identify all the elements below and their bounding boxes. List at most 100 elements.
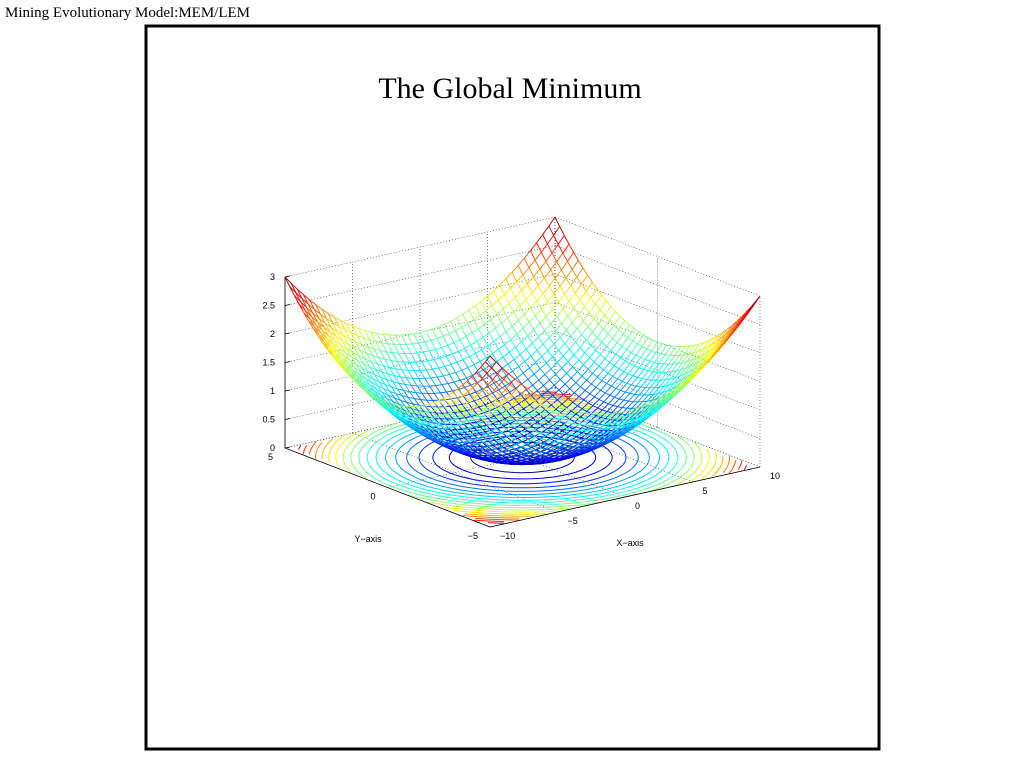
surface-mesh-line [595, 349, 601, 355]
surface-mesh-line [555, 420, 561, 427]
surface-mesh-line [370, 361, 378, 365]
surface-mesh-line [504, 441, 510, 445]
surface-mesh-line [477, 378, 483, 384]
surface-mesh-line [526, 458, 533, 461]
z-tick-label: 0 [270, 443, 275, 453]
surface-mesh-line [564, 450, 570, 454]
surface-mesh-line [336, 331, 343, 341]
surface-mesh-line [444, 320, 451, 325]
surface-mesh-line [379, 350, 386, 360]
surface-mesh-line [516, 274, 524, 282]
surface-mesh-line [315, 304, 321, 315]
surface-mesh-line [601, 413, 607, 421]
surface-mesh-line [475, 366, 482, 373]
surface-mesh-line [512, 434, 518, 439]
surface-mesh-line [312, 312, 318, 322]
surface-mesh-line [575, 382, 581, 387]
surface-mesh-line [565, 329, 572, 337]
surface-mesh-line [467, 428, 474, 435]
surface-mesh-line [553, 343, 559, 351]
surface-mesh-line [654, 386, 660, 389]
surface-mesh-line [543, 385, 549, 391]
surface-mesh-line [589, 349, 597, 358]
surface-mesh-line [424, 339, 431, 343]
surface-mesh-line [364, 358, 371, 368]
surface-mesh-line [663, 355, 671, 365]
surface-mesh-line [554, 216, 561, 227]
surface-mesh-line [360, 371, 367, 376]
surface-mesh-line [615, 420, 622, 424]
surface-mesh-line [485, 429, 492, 433]
box-grid-line [554, 216, 761, 297]
surface-mesh-line [578, 352, 586, 361]
surface-mesh-line [459, 335, 467, 341]
surface-mesh-line [321, 341, 328, 350]
surface-mesh-line [422, 430, 430, 437]
surface-mesh-line [584, 306, 590, 313]
surface-mesh-line [552, 350, 559, 358]
surface-mesh-line [583, 393, 591, 401]
surface-mesh-line [531, 425, 537, 430]
surface-mesh-line [547, 440, 555, 443]
z-tick [284, 332, 291, 335]
surface-mesh-line [296, 288, 303, 299]
surface-mesh-line [492, 348, 499, 355]
surface-mesh-line [441, 432, 448, 438]
surface-mesh-line [657, 363, 665, 373]
surface-mesh-line [644, 350, 652, 360]
surface-mesh-line [523, 367, 530, 374]
surface-mesh-line [660, 379, 666, 381]
surface-mesh-line [335, 335, 341, 345]
surface-mesh-line [411, 343, 418, 354]
surface-mesh-line [601, 341, 607, 347]
surface-mesh-line [607, 333, 613, 339]
surface-mesh-line [524, 406, 531, 413]
surface-mesh-line [624, 421, 630, 428]
surface-mesh-line [484, 355, 491, 363]
surface-mesh-line [338, 326, 344, 336]
surface-mesh-line [484, 398, 492, 405]
surface-mesh-line [455, 431, 461, 434]
surface-mesh-line [499, 284, 505, 295]
surface-mesh-line [654, 353, 662, 363]
surface-mesh-line [380, 376, 387, 380]
surface-mesh-line [541, 308, 547, 317]
surface-mesh-line [496, 308, 504, 315]
surface-mesh-line [494, 384, 500, 391]
surface-mesh-line [612, 428, 619, 432]
surface-mesh-line [520, 290, 527, 300]
surface-mesh-line [349, 359, 355, 368]
surface-mesh-line [487, 340, 495, 347]
surface-mesh-line [618, 329, 624, 335]
surface-mesh-line [682, 371, 690, 380]
surface-mesh-line [489, 407, 496, 412]
surface-mesh-line [528, 321, 535, 331]
surface-mesh-line [578, 439, 584, 444]
surface-mesh-line [536, 349, 543, 357]
surface-mesh-line [570, 285, 576, 294]
surface-mesh-line [571, 260, 579, 270]
surface-mesh-line [449, 426, 455, 429]
surface-mesh-line [517, 393, 523, 400]
surface-mesh-line [550, 446, 556, 451]
surface-mesh-line [693, 350, 699, 354]
surface-mesh-line [480, 361, 486, 368]
surface-mesh-line [317, 335, 323, 343]
surface-mesh-line [530, 394, 537, 401]
surface-mesh-line [597, 376, 603, 381]
surface-mesh-line [606, 427, 612, 433]
surface-mesh-line [595, 436, 602, 439]
surface-mesh-line [633, 414, 641, 418]
surface-mesh-line [470, 449, 478, 454]
surface-mesh-line [516, 449, 524, 452]
surface-mesh-line [522, 448, 529, 452]
surface-mesh-line [401, 405, 407, 407]
surface-mesh-line [558, 412, 566, 416]
surface-mesh-line [573, 307, 579, 315]
surface-mesh-line [453, 381, 460, 390]
surface-mesh-line [563, 394, 569, 399]
surface-mesh-line [557, 431, 564, 434]
surface-mesh-line [510, 339, 516, 348]
surface-mesh-line [397, 388, 403, 396]
surface-mesh-line [506, 425, 512, 430]
